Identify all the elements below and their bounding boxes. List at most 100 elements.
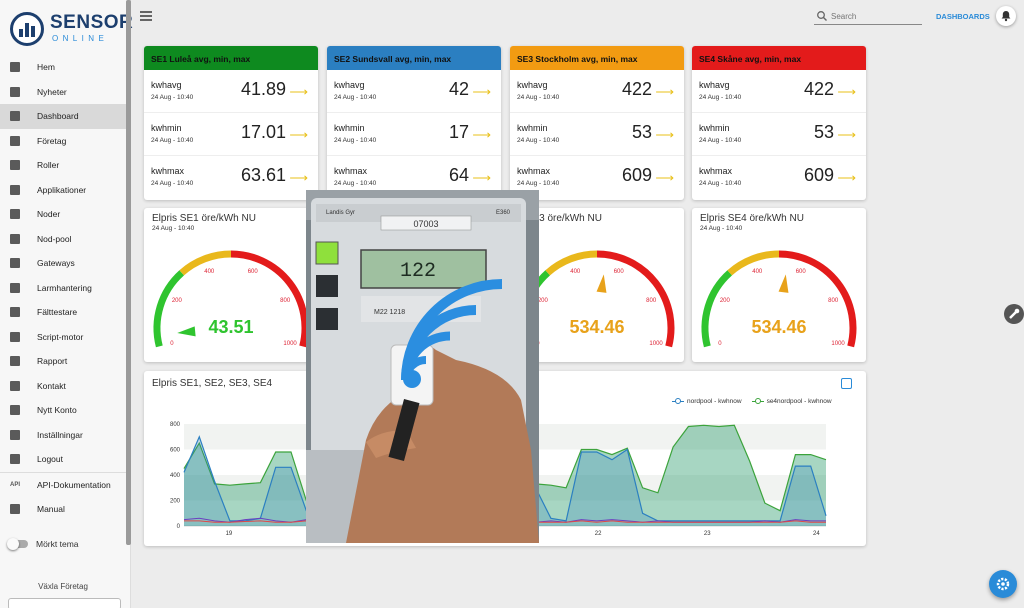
sidebar-item-f-lttestare[interactable]: Fälttestare (0, 300, 126, 325)
stat-row: kwhmin 24 Aug - 10:40 53 ⟶ (510, 113, 684, 156)
gauge-value: 534.46 (569, 317, 624, 337)
stat-date: 24 Aug - 10:40 (334, 94, 377, 101)
sidebar-item-nyheter[interactable]: Nyheter (0, 80, 126, 105)
news-icon (10, 86, 20, 97)
gauge-tick-label: 400 (204, 269, 215, 275)
sidebar-scrollbar[interactable] (126, 0, 131, 545)
brand-logo[interactable]: SENSOR ONLINE (8, 8, 133, 48)
sidebar-item-applikationer[interactable]: Applikationer (0, 178, 126, 203)
menu-icon[interactable] (140, 11, 152, 21)
sidebar-item-label: Hem (37, 62, 55, 73)
notifications-button[interactable] (996, 6, 1016, 26)
stat-row: kwhmax 24 Aug - 10:40 609 ⟶ (692, 156, 866, 199)
trend-arrow-icon: ⟶ (837, 84, 856, 99)
stat-value: 422 (621, 79, 652, 99)
stat-name: kwhmin (699, 123, 730, 133)
sidebar-item-label: Noder (37, 209, 61, 220)
trend-arrow-icon: ⟶ (655, 170, 674, 185)
stat-name: kwhmin (517, 123, 548, 133)
stat-name: kwhavg (334, 80, 365, 90)
gauge-tick-label: 1000 (649, 341, 663, 347)
card-title: SE1 Luleå avg, min, max (144, 46, 318, 70)
trend-arrow-icon: ⟶ (655, 127, 674, 142)
stat-card: SE4 Skåne avg, min, max kwhavg 24 Aug - 1… (692, 46, 866, 200)
stat-date: 24 Aug - 10:40 (151, 137, 194, 144)
stat-date: 24 Aug - 10:40 (334, 180, 377, 187)
stat-value: 63.61 (240, 165, 286, 185)
gauge-band (778, 250, 857, 348)
gauge-title: Elpris SE1 öre/kWh NU (152, 213, 256, 224)
sidebar-item-label: Logout (37, 454, 63, 465)
sidebar-item-roller[interactable]: Roller (0, 153, 126, 178)
stat-row: kwhmin 24 Aug - 10:40 17.01 ⟶ (144, 113, 318, 156)
sidebar-item-label: Script-motor (37, 331, 84, 342)
gauge-tick-label: 200 (172, 298, 183, 304)
stat-row: kwhmin 24 Aug - 10:40 17 ⟶ (327, 113, 501, 156)
sidebar-item-larmhantering[interactable]: Larmhantering (0, 276, 126, 301)
stat-value: 609 (803, 165, 834, 185)
x-tick-label: 22 (595, 531, 602, 537)
sidebar-item-kontakt[interactable]: Kontakt (0, 374, 126, 399)
gauge-band (596, 250, 675, 348)
sidebar-item-label: Nyheter (37, 86, 67, 97)
stat-date: 24 Aug - 10:40 (151, 180, 194, 187)
gateway-icon (10, 258, 20, 269)
brand-name-bottom: ONLINE (52, 34, 109, 43)
gauge-needle (177, 326, 196, 337)
alarm-icon (10, 282, 20, 293)
stat-value: 42 (448, 79, 469, 99)
stat-date: 24 Aug - 10:40 (699, 180, 742, 187)
side-action-button[interactable] (1004, 304, 1024, 324)
chart-export-icon[interactable] (841, 378, 852, 389)
search-box[interactable] (814, 8, 922, 25)
gauge-tick-label: 1000 (831, 341, 845, 347)
meter-photo: 07003 Landis Gyr E360 122 M22 1218 (306, 190, 539, 543)
meter-model: E360 (496, 210, 511, 216)
sidebar-item-noder[interactable]: Noder (0, 202, 126, 227)
card-title: SE2 Sundsvall avg, min, max (327, 46, 501, 70)
sidebar-item-logout[interactable]: Logout (0, 447, 126, 472)
sidebar-item-label: Kontakt (37, 380, 66, 391)
home-icon (10, 62, 20, 73)
stat-row: kwhmax 24 Aug - 10:40 63.61 ⟶ (144, 156, 318, 199)
legend-item[interactable]: se4nordpool - kwhnow (751, 398, 832, 405)
sidebar-item-dashboard[interactable]: Dashboard (0, 104, 126, 129)
dashboards-link[interactable]: DASHBOARDS (936, 12, 990, 21)
trend-arrow-icon: ⟶ (289, 84, 308, 99)
sidebar-item-manual[interactable]: Manual (0, 497, 126, 522)
sidebar-item-label: Inställningar (37, 429, 83, 440)
gauge-tick-label: 200 (538, 298, 549, 304)
stat-name: kwhmin (334, 123, 365, 133)
logo-mark-icon (10, 12, 44, 46)
wrench-icon (1009, 308, 1020, 319)
sidebar-item-nod-pool[interactable]: Nod-pool (0, 227, 126, 252)
legend-item[interactable]: nordpool - kwhnow (672, 398, 742, 405)
gauge-tick-label: 400 (752, 269, 763, 275)
dark-theme-label: Mörkt tema (36, 539, 79, 549)
stat-value: 53 (813, 122, 834, 142)
gauge-tick-label: 600 (248, 269, 259, 275)
settings-fab[interactable] (989, 570, 1017, 598)
sidebar-item-inst-llningar[interactable]: Inställningar (0, 423, 126, 448)
logout-icon (10, 454, 20, 465)
sidebar-item-rapport[interactable]: Rapport (0, 349, 126, 374)
sidebar-item-gateways[interactable]: Gateways (0, 251, 126, 276)
sidebar-item-hem[interactable]: Hem (0, 55, 126, 80)
sidebar-item-api-dokumentation[interactable]: API API-Dokumentation (0, 473, 126, 498)
y-tick-label: 800 (170, 422, 181, 428)
search-icon (817, 11, 827, 21)
toggle-switch[interactable] (7, 538, 28, 550)
sidebar-item-f-retag[interactable]: Företag (0, 129, 126, 154)
sidebar-item-nytt-konto[interactable]: Nytt Konto (0, 398, 126, 423)
company-icon (10, 135, 20, 146)
dark-theme-toggle[interactable]: Mörkt tema (7, 538, 79, 550)
meter-display: 122 (400, 260, 436, 283)
gauge-band (727, 250, 780, 276)
stat-date: 24 Aug - 10:40 (517, 94, 560, 101)
search-input[interactable] (831, 11, 916, 21)
y-tick-label: 0 (177, 524, 181, 530)
sidebar: SENSOR ONLINE Hem Nyheter Dashboard Företag… (0, 0, 133, 608)
company-select[interactable] (8, 598, 121, 608)
sidebar-item-script-motor[interactable]: Script-motor (0, 325, 126, 350)
gauge-title: s SE3 öre/kWh NU (518, 213, 602, 224)
